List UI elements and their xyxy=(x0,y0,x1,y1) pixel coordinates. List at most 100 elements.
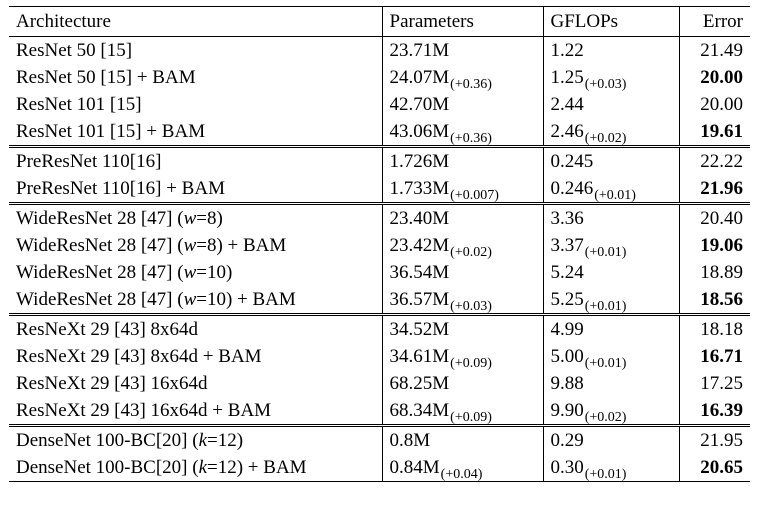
cell-gflops: 5.25(+0.01) xyxy=(542,286,679,315)
cell-parameters-value: 23.40M xyxy=(389,208,450,229)
cell-error: 20.40 xyxy=(678,203,750,232)
architecture-text: =8) xyxy=(196,208,223,229)
cell-architecture: ResNet 50 [15] + BAM xyxy=(9,64,382,91)
cell-gflops: 0.30(+0.01) xyxy=(542,454,679,482)
cell-parameters-value: 1.733M xyxy=(389,178,450,199)
cell-error: 21.96 xyxy=(678,175,750,204)
architecture-text: DenseNet 100-BC[20] ( xyxy=(16,457,199,478)
architecture-variable: w xyxy=(183,262,197,283)
cell-parameters-value: 36.54M xyxy=(389,262,450,283)
cell-architecture: ResNeXt 29 [43] 16x64d xyxy=(9,370,382,397)
cell-parameters-value: 0.8M xyxy=(389,430,431,451)
cell-parameters: 24.07M(+0.36) xyxy=(381,64,543,92)
header-architecture: Architecture xyxy=(16,11,111,32)
cell-parameters-value: 68.25M xyxy=(389,373,450,394)
architecture-text: WideResNet 28 [47] ( xyxy=(16,235,184,256)
cell-parameters-delta: (+0.36) xyxy=(450,131,492,146)
architecture-text: DenseNet 100-BC[20] ( xyxy=(16,430,199,451)
cell-architecture: ResNeXt 29 [43] 8x64d + BAM xyxy=(9,343,382,370)
cell-gflops: 0.245 xyxy=(542,146,679,175)
row-group: ResNeXt 29 [43] 8x64d 34.52M 4.99 18.18 ResN… xyxy=(9,314,750,426)
cell-parameters: 36.54M xyxy=(381,259,543,286)
architecture-text: PreResNet 110[16] xyxy=(16,151,162,172)
cell-parameters: 43.06M(+0.36) xyxy=(381,118,543,147)
cell-gflops-value: 1.22 xyxy=(550,40,584,61)
cell-parameters: 1.733M(+0.007) xyxy=(381,175,543,204)
table-row: ResNet 101 [15] + BAM 43.06M(+0.36) 2.46 (+… xyxy=(9,118,750,147)
row-group: PreResNet 110[16] 1.726M 0.245 22.22 PreResN… xyxy=(9,146,750,204)
cell-error: 16.71 xyxy=(678,343,750,370)
cell-gflops-delta: (+0.01) xyxy=(584,245,627,260)
architecture-variable: w xyxy=(183,289,197,310)
table-header: Architecture Parameters GFLOPs Error xyxy=(9,6,750,37)
cell-error: 20.00 xyxy=(678,64,750,91)
table-row: ResNet 50 [15] 23.71M 1.22 21.49 xyxy=(9,36,750,64)
architecture-text: ResNeXt 29 [43] 16x64d xyxy=(16,373,208,394)
cell-gflops-value: 0.29 xyxy=(550,430,584,451)
cell-gflops: 0.246(+0.01) xyxy=(542,175,679,204)
cell-gflops-value: 9.88 xyxy=(550,373,584,394)
cell-gflops-value: 2.46 xyxy=(550,121,584,142)
architecture-text: WideResNet 28 [47] ( xyxy=(16,262,184,283)
table-row: WideResNet 28 [47] (w=8) 23.40M 3.36 20.40 xyxy=(9,203,750,233)
architecture-text: =10) + BAM xyxy=(196,289,296,310)
cell-parameters-value: 34.61M xyxy=(389,346,450,367)
cell-error: 19.06 xyxy=(678,232,750,259)
table-row: ResNeXt 29 [43] 8x64d 34.52M 4.99 18.18 xyxy=(9,314,750,343)
cell-gflops: 3.37(+0.01) xyxy=(542,232,679,260)
cell-gflops: 1.22 xyxy=(542,36,679,64)
cell-parameters-value: 34.52M xyxy=(389,319,450,340)
cell-parameters: 36.57M(+0.03) xyxy=(381,286,543,315)
cell-parameters: 1.726M xyxy=(381,146,543,175)
row-group: WideResNet 28 [47] (w=8) 23.40M 3.36 20.40 W… xyxy=(9,203,750,315)
table-row: WideResNet 28 [47] (w=8) + BAM 23.42M (+0.… xyxy=(9,232,750,260)
cell-architecture: WideResNet 28 [47] (w=8) + BAM xyxy=(9,232,382,259)
cell-parameters: 23.40M xyxy=(381,203,543,232)
cell-parameters-value: 24.07M xyxy=(389,67,450,88)
cell-parameters: 0.8M xyxy=(381,425,543,454)
architecture-text: =12) xyxy=(207,430,244,451)
cell-architecture: WideResNet 28 [47] (w=8) xyxy=(9,204,382,233)
cell-gflops-delta: (+0.01) xyxy=(584,356,627,371)
table-row: ResNeXt 29 [43] 16x64d 68.25M 9.88 17.25 xyxy=(9,370,750,397)
architecture-text: ResNet 50 [15] xyxy=(16,40,133,61)
cell-parameters-delta: (+0.04) xyxy=(440,467,483,482)
cell-gflops: 9.88 xyxy=(542,370,679,397)
cell-architecture: ResNeXt 29 [43] 16x64d + BAM xyxy=(9,397,382,426)
cell-parameters: 34.52M xyxy=(381,314,543,343)
architecture-text: ResNeXt 29 [43] 8x64d + BAM xyxy=(16,346,262,367)
architecture-variable: w xyxy=(183,235,197,256)
cell-gflops-delta: (+0.01) xyxy=(584,299,627,314)
cell-error: 18.56 xyxy=(678,286,750,315)
cell-architecture: PreResNet 110[16] xyxy=(9,147,382,176)
cell-gflops: 5.00(+0.01) xyxy=(542,343,679,371)
cell-gflops-value: 2.44 xyxy=(550,94,584,115)
cell-gflops-value: 0.246 xyxy=(550,178,594,199)
cell-gflops-value: 5.00 xyxy=(550,346,584,367)
cell-architecture: PreResNet 110[16] + BAM xyxy=(9,175,382,204)
table-row: PreResNet 110[16] 1.726M 0.245 22.22 xyxy=(9,146,750,176)
header-error: Error xyxy=(678,6,750,37)
cell-gflops-value: 3.36 xyxy=(550,208,584,229)
cell-parameters: 68.34M(+0.09) xyxy=(381,397,543,426)
cell-parameters-value: 36.57M xyxy=(389,289,450,310)
cell-gflops-value: 0.30 xyxy=(550,457,584,478)
architecture-text: =8) + BAM xyxy=(196,235,287,256)
table-row: PreResNet 110[16] + BAM 1.733M(+0.007) 0.2… xyxy=(9,175,750,204)
row-group: DenseNet 100-BC[20] (k=12) 0.8M 0.29 21.95 D… xyxy=(9,425,750,482)
architecture-text: ResNeXt 29 [43] 8x64d xyxy=(16,319,199,340)
cell-architecture: ResNet 101 [15] + BAM xyxy=(9,118,382,147)
architecture-variable: w xyxy=(183,208,197,229)
cell-error: 17.25 xyxy=(678,370,750,397)
architecture-text: =12) + BAM xyxy=(207,457,307,478)
cell-error: 20.65 xyxy=(678,454,750,482)
cell-error: 18.89 xyxy=(678,259,750,286)
cell-gflops-value: 5.25 xyxy=(550,289,584,310)
cell-parameters-delta: (+0.09) xyxy=(450,410,492,425)
cell-gflops: 3.36 xyxy=(542,203,679,232)
table-row: WideResNet 28 [47] (w=10) + BAM 36.57M(+0… xyxy=(9,286,750,315)
cell-error: 19.61 xyxy=(678,118,750,147)
cell-error: 21.49 xyxy=(678,36,750,64)
cell-parameters-value: 23.42M xyxy=(389,235,450,256)
cell-error: 20.00 xyxy=(678,91,750,118)
